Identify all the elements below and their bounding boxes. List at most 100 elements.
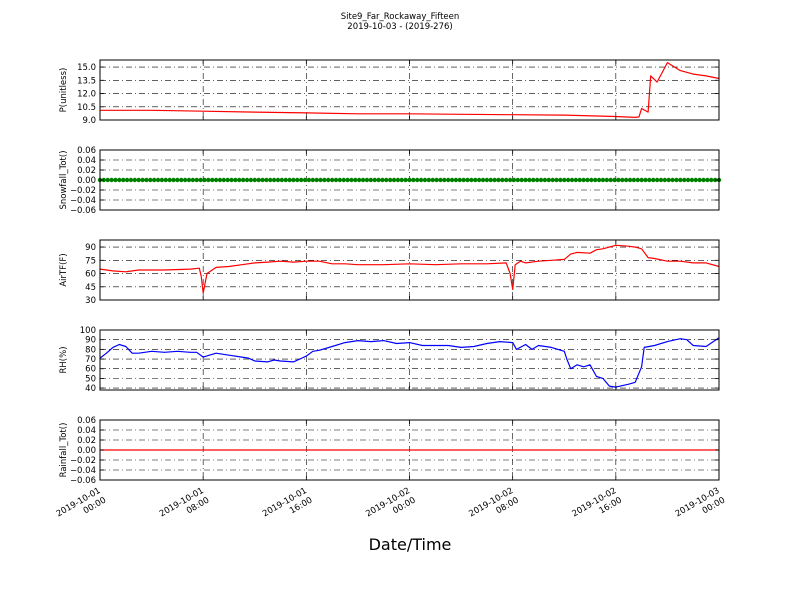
data-point xyxy=(480,177,486,183)
data-point xyxy=(674,177,679,183)
data-point xyxy=(531,177,536,183)
data-point xyxy=(124,177,130,183)
data-point xyxy=(364,177,370,183)
y-tick-label: 60 xyxy=(85,365,96,375)
data-point xyxy=(128,177,134,183)
data-point xyxy=(542,177,548,183)
data-point xyxy=(623,177,629,183)
data-point xyxy=(538,177,544,183)
y-tick-label: 9.0 xyxy=(82,116,96,126)
panel-3: 30 45 60 75 90 AirTF(F) xyxy=(59,239,720,306)
y-tick-label: 90 xyxy=(85,243,96,253)
data-point xyxy=(132,177,138,183)
y-axis-label: RH(%) xyxy=(59,346,69,373)
data-point xyxy=(705,177,710,183)
data-point xyxy=(565,177,571,183)
data-point xyxy=(504,177,509,183)
y-tick-label: 12.0 xyxy=(77,90,96,100)
data-point xyxy=(635,177,640,183)
data-point xyxy=(620,177,625,183)
data-point xyxy=(616,177,621,183)
data-point xyxy=(647,177,652,183)
data-point xyxy=(511,177,517,183)
data-point xyxy=(117,177,122,183)
data-point xyxy=(453,177,459,183)
data-point xyxy=(109,177,114,183)
data-point xyxy=(415,177,420,183)
data-point xyxy=(604,177,610,183)
data-point xyxy=(295,177,300,183)
data-point xyxy=(151,177,157,183)
data-point xyxy=(442,177,447,183)
data-point xyxy=(558,177,563,183)
y-tick-label: 0.04 xyxy=(77,156,96,166)
data-point xyxy=(693,177,698,183)
data-point xyxy=(198,177,203,183)
data-point xyxy=(395,177,401,183)
data-point xyxy=(256,177,261,183)
data-point xyxy=(422,177,428,183)
data-point xyxy=(217,177,223,183)
y-tick-label: 0.06 xyxy=(77,416,96,426)
y-tick-label: 80 xyxy=(85,345,96,355)
x-axis-label: Date/Time xyxy=(369,535,452,554)
data-point xyxy=(310,177,315,183)
y-tick-label: 13.5 xyxy=(77,76,96,86)
data-point xyxy=(519,177,524,183)
data-point xyxy=(326,177,331,183)
y-tick-label: 0.02 xyxy=(77,166,96,176)
data-point xyxy=(554,177,559,183)
data-point xyxy=(349,177,354,183)
data-point xyxy=(287,177,292,183)
y-tick-label: 30 xyxy=(85,296,96,306)
data-point xyxy=(546,177,551,183)
y-tick-label: 45 xyxy=(85,283,96,293)
data-point xyxy=(186,177,192,183)
data-point xyxy=(681,177,687,183)
data-point xyxy=(229,177,234,183)
data-point xyxy=(209,177,215,183)
data-point xyxy=(376,177,381,183)
data-point xyxy=(658,177,664,183)
data-point xyxy=(148,177,153,183)
data-point xyxy=(430,177,435,183)
y-axis-label: P(unitless) xyxy=(59,68,69,113)
data-point xyxy=(407,177,412,183)
y-tick-label: −0.06 xyxy=(70,206,96,216)
data-point xyxy=(202,177,207,183)
data-point xyxy=(701,177,706,183)
data-point xyxy=(190,177,196,183)
data-point xyxy=(353,177,358,183)
data-point xyxy=(484,177,490,183)
y-tick-label: 90 xyxy=(85,336,96,346)
data-point xyxy=(488,177,493,183)
y-tick-label: 100 xyxy=(80,326,96,336)
data-point xyxy=(569,177,575,183)
data-point xyxy=(581,177,586,183)
data-point xyxy=(596,177,602,183)
data-point xyxy=(155,177,161,183)
data-point xyxy=(403,177,408,183)
data-point xyxy=(585,177,590,183)
figure-title-line2: 2019-10-03 - (2019-276) xyxy=(347,22,452,32)
data-point xyxy=(631,177,637,183)
data-point xyxy=(500,177,505,183)
data-point xyxy=(105,177,110,183)
data-point xyxy=(345,177,350,183)
data-point xyxy=(268,177,273,183)
series-line xyxy=(100,61,720,119)
data-point xyxy=(608,177,613,183)
panel-5: −0.06−0.04−0.020.000.020.040.06 Rainfall_… xyxy=(59,416,720,486)
data-point xyxy=(643,177,648,183)
y-tick-label: 70 xyxy=(85,355,96,365)
data-point xyxy=(159,177,165,183)
data-point xyxy=(469,177,474,183)
data-point xyxy=(461,177,466,183)
data-point xyxy=(492,177,497,183)
y-axis-label: Rainfall_Tot() xyxy=(59,423,69,478)
y-tick-label: 0.02 xyxy=(77,436,96,446)
data-point xyxy=(306,177,312,183)
data-point xyxy=(260,177,265,183)
data-point xyxy=(144,177,149,183)
data-point xyxy=(113,177,118,183)
